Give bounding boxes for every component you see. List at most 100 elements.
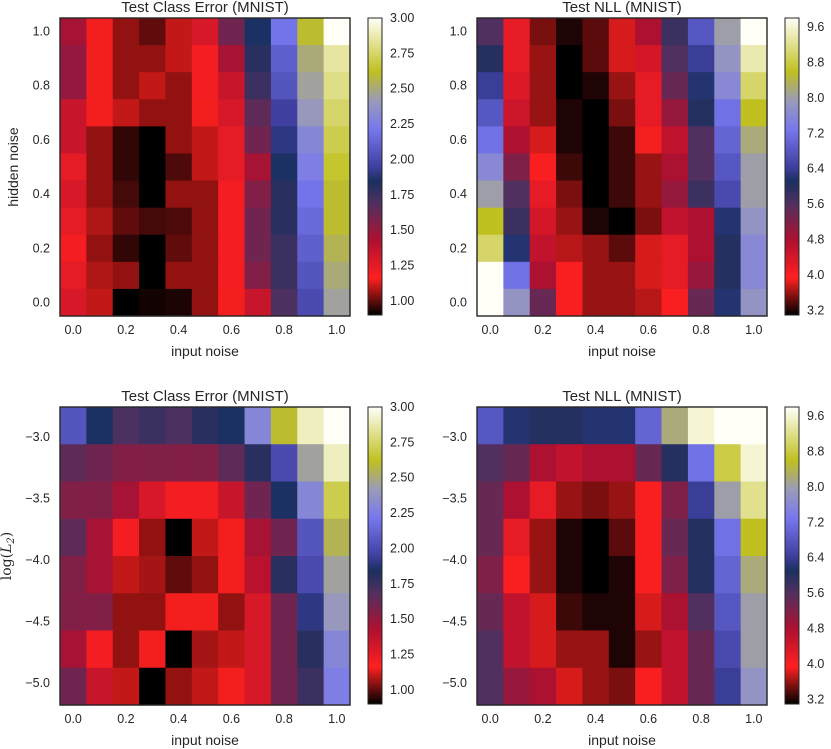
heatmap-cell — [112, 593, 140, 632]
heatmap-cell — [582, 261, 610, 290]
heatmap-cell — [529, 630, 557, 669]
heatmap-cell — [529, 593, 557, 632]
heatmap-cell — [323, 593, 351, 632]
colorbar-tick-label: 7.2 — [807, 126, 824, 140]
heatmap-cell — [503, 153, 531, 182]
y-tick-label: 0.4 — [450, 187, 467, 201]
y-tick-label: −3.0 — [25, 430, 50, 444]
heatmap-cell — [556, 444, 584, 483]
heatmap-cell — [608, 630, 636, 669]
heatmap-cell — [556, 126, 584, 155]
heatmap-cell — [687, 234, 715, 263]
heatmap-cell — [714, 180, 742, 209]
chart-title: Test NLL (MNIST) — [562, 0, 681, 16]
heatmap-cell — [529, 288, 557, 317]
heatmap-cell — [714, 153, 742, 182]
heatmap-cell — [740, 444, 768, 483]
heatmap-cell — [582, 18, 610, 46]
heatmap-cell — [60, 180, 87, 209]
heatmap-cell — [529, 556, 557, 594]
x-tick-label: 0.6 — [640, 323, 657, 337]
heatmap-cell — [740, 261, 768, 290]
heatmap-cell — [297, 556, 325, 594]
heatmap-cell — [635, 180, 663, 209]
heatmap-cell — [608, 99, 636, 127]
heatmap-cell — [714, 261, 742, 290]
y-tick-label: 0.8 — [33, 79, 50, 93]
y-tick-label: 0.8 — [450, 79, 467, 93]
heatmap-cell — [191, 72, 219, 100]
heatmap-cell — [86, 444, 114, 483]
colorbar-tick-label: 8.8 — [807, 55, 824, 69]
heatmap-cell — [503, 261, 531, 290]
heatmap-cell — [556, 593, 584, 632]
heatmap-cell — [165, 99, 193, 127]
heatmap-cell — [477, 153, 504, 182]
colorbar-tick-label: 4.0 — [807, 268, 824, 282]
heatmap-cell — [86, 234, 114, 263]
heatmap-cell — [270, 99, 298, 127]
heatmap-cell — [687, 518, 715, 557]
heatmap-cell — [112, 630, 140, 669]
heatmap-cell — [139, 556, 167, 594]
heatmap-cell — [714, 556, 742, 594]
heatmap-cell — [529, 667, 557, 706]
heatmap-cell — [740, 630, 768, 669]
heatmap-cell — [503, 207, 531, 236]
heatmap-panel-3: Test Class Error (MNIST) 0.0 0.2 0.4 0.6 0.8 1… — [25, 388, 414, 748]
heatmap-cell — [191, 99, 219, 127]
heatmap-cell — [191, 207, 219, 236]
heatmap-cell — [635, 99, 663, 127]
heatmap-cell — [687, 180, 715, 209]
heatmap-cell — [60, 556, 87, 594]
colorbar-tick-label: 2.50 — [390, 471, 414, 485]
heatmap-cell — [477, 72, 504, 100]
heatmap-cell — [218, 261, 246, 290]
heatmap-cell — [244, 444, 272, 483]
heatmap-cell — [60, 207, 87, 236]
heatmap-cell — [139, 288, 167, 317]
heatmap-cell — [582, 99, 610, 127]
heatmap-cell — [323, 234, 351, 263]
y-tick-label: 1.0 — [33, 25, 50, 39]
heatmap-cell — [687, 481, 715, 520]
heatmap-cell — [112, 667, 140, 706]
heatmap-cell — [139, 667, 167, 706]
heatmap-cell — [86, 153, 114, 182]
heatmap-cell — [191, 407, 219, 445]
heatmap-cell — [112, 72, 140, 100]
heatmap-cell — [714, 593, 742, 632]
y-tick-label: −3.5 — [442, 492, 467, 506]
heatmap-cell — [529, 72, 557, 100]
heatmap-cell — [191, 126, 219, 155]
colorbar-tick-label: 2.00 — [390, 152, 414, 166]
heatmap-cell — [191, 180, 219, 209]
heatmap-cell — [139, 207, 167, 236]
heatmap-cell — [661, 234, 689, 263]
colorbar-tick-label: 5.6 — [807, 197, 824, 211]
heatmap-cell — [60, 234, 87, 263]
y-tick-label: 1.0 — [450, 25, 467, 39]
x-tick-label: 1.0 — [745, 712, 762, 726]
chart-title: Test Class Error (MNIST) — [121, 0, 289, 16]
heatmap-cell — [740, 481, 768, 520]
heatmap-cell — [270, 444, 298, 483]
heatmap-cell — [86, 518, 114, 557]
heatmap-cell — [323, 72, 351, 100]
heatmap-cell — [714, 207, 742, 236]
colorbar — [784, 406, 800, 705]
heatmap-cell — [687, 444, 715, 483]
colorbar-tick-label: 1.50 — [390, 612, 414, 626]
heatmap-cell — [139, 593, 167, 632]
heatmap-cell — [477, 288, 504, 317]
heatmap-cell — [297, 444, 325, 483]
heatmap-cell — [503, 593, 531, 632]
heatmap-cell — [270, 234, 298, 263]
heatmap-cell — [687, 593, 715, 632]
heatmap-cell — [740, 207, 768, 236]
colorbar-tick-label: 1.00 — [390, 683, 414, 697]
heatmap-cell — [714, 18, 742, 46]
colorbar-tick-label: 4.8 — [807, 233, 824, 247]
heatmap-cell — [86, 407, 114, 445]
heatmap-cell — [635, 18, 663, 46]
